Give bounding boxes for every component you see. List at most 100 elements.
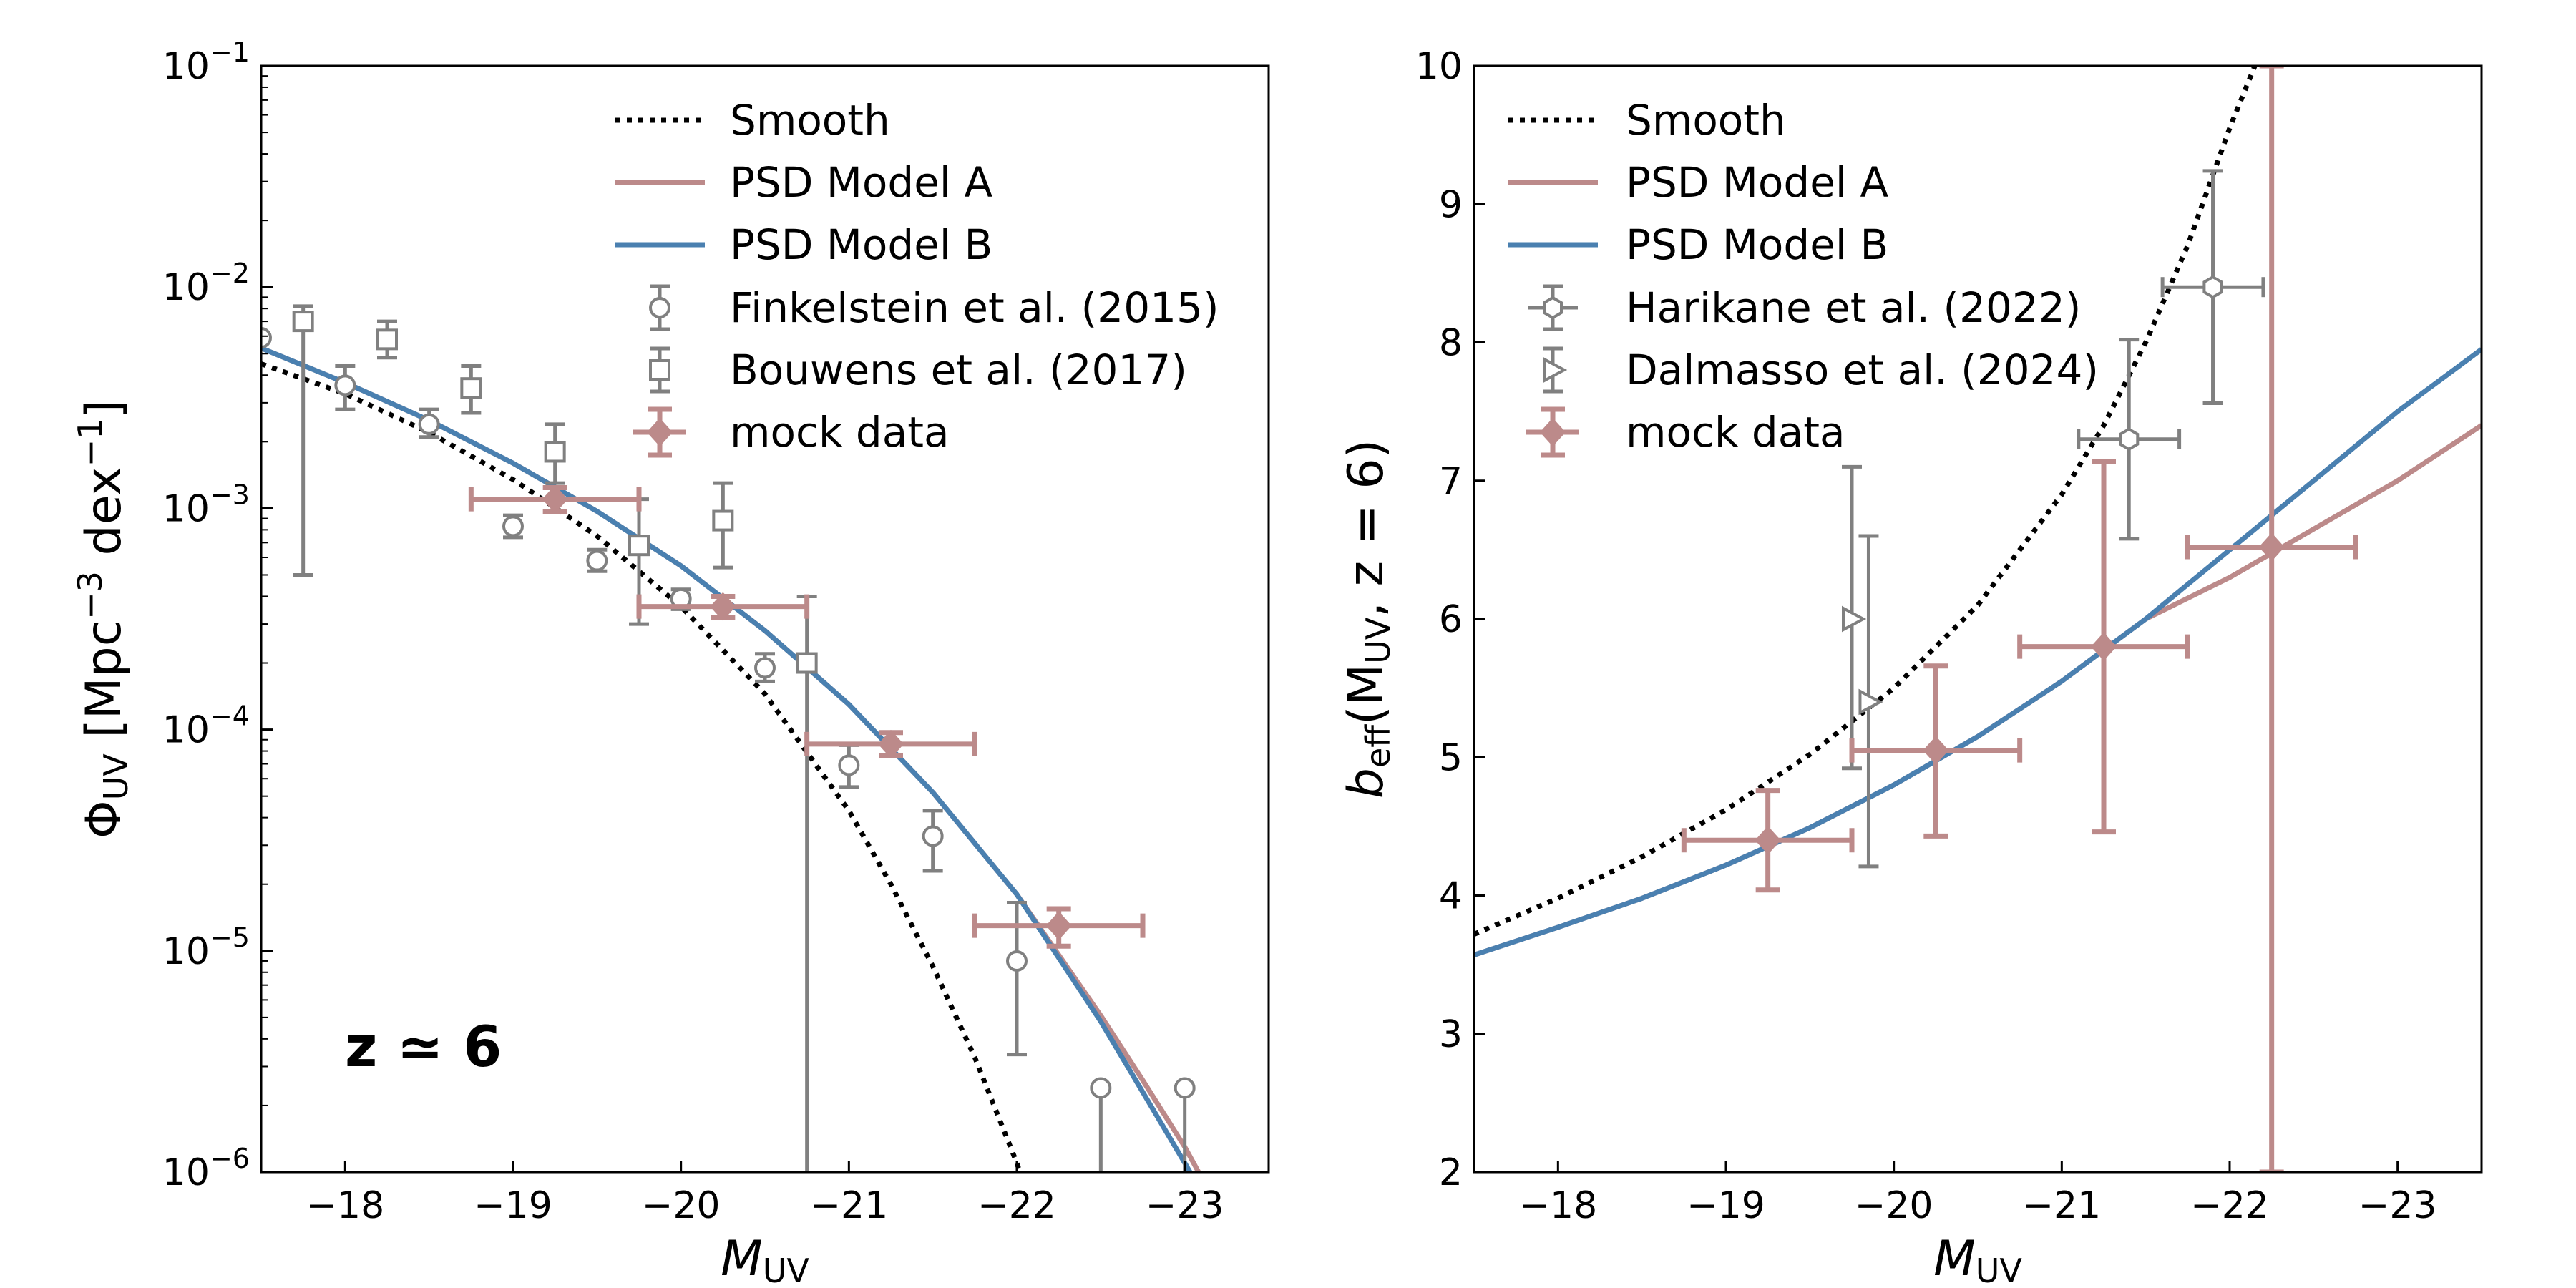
x-tick-label: −21 — [809, 1184, 888, 1227]
x-tick-label: −18 — [306, 1184, 384, 1227]
legend-model-b-label-right: PSD Model B — [1626, 220, 1888, 269]
legend-mock-marker-right — [1526, 406, 1579, 458]
y-tick-exp: −3 — [210, 479, 250, 510]
y-tick-label: 4 — [1439, 875, 1463, 918]
square-marker — [544, 441, 566, 463]
left-plot-area — [261, 304, 1202, 1172]
square-data-point — [292, 304, 314, 577]
psd-model-a-curve — [261, 346, 1202, 1172]
y-tick-label: 2 — [1439, 1151, 1463, 1194]
y-tick-base: 10 — [162, 1151, 210, 1194]
right-y-axis-label: beff(MUV, z = 6) — [1338, 439, 1397, 799]
y-tick-exp: −6 — [210, 1143, 250, 1174]
circle-data-point — [754, 652, 776, 683]
y-tick-base: 10 — [162, 266, 210, 309]
redshift-annotation: z ≃ 6 — [345, 1015, 502, 1080]
legend-smooth-label-right: Smooth — [1626, 96, 1786, 145]
right-axes-frame — [1473, 64, 2483, 1174]
legend-finkelstein-label: Finkelstein et al. (2015) — [730, 283, 1219, 332]
y-tick-label: 9 — [1439, 183, 1463, 226]
y-tick-label: 10−2 — [162, 258, 250, 309]
diamond-marker — [542, 484, 568, 514]
left-legend: Smooth PSD Model A PSD Model B Finkelste… — [615, 96, 1219, 458]
diamond-data-point — [468, 484, 642, 514]
circle-marker — [334, 374, 356, 396]
y-tick-label: 7 — [1439, 460, 1463, 503]
legend-finkelstein-marker — [649, 284, 670, 331]
diamond-data-point — [972, 906, 1146, 949]
circle-data-point — [922, 809, 944, 873]
left-x-axis-label: MUV — [721, 1231, 809, 1288]
circle-marker — [754, 657, 776, 679]
x-tick-label: −19 — [474, 1184, 552, 1227]
diamond-data-point — [636, 592, 810, 621]
diamond-marker — [1755, 826, 1781, 855]
square-marker — [796, 652, 818, 674]
diamond-marker — [2091, 632, 2117, 661]
diamond-marker — [1045, 911, 1072, 940]
y-tick-label: 10 — [1415, 45, 1463, 88]
circle-data-point — [586, 547, 608, 573]
circle-marker — [586, 550, 608, 572]
diamond-marker — [878, 729, 904, 758]
left-axes-frame — [260, 64, 1270, 1174]
circle-data-point — [1090, 1077, 1112, 1172]
triangle-marker — [1842, 605, 1867, 633]
diamond-data-point — [2017, 459, 2190, 835]
legend-mock-label-right: mock data — [1626, 408, 1845, 457]
smooth-curve — [261, 361, 1023, 1172]
legend-mock-marker — [633, 406, 686, 458]
circle-marker — [1174, 1077, 1196, 1099]
psd-model-a-curve — [1474, 423, 2482, 957]
legend-smooth-label: Smooth — [730, 96, 890, 145]
x-tick-label: −20 — [1855, 1184, 1933, 1227]
legend-model-a-label-right: PSD Model A — [1626, 158, 1888, 207]
circle-marker — [838, 754, 860, 776]
triangle-marker — [1858, 688, 1883, 716]
circle-data-point — [418, 407, 440, 439]
legend-bouwens-label: Bouwens et al. (2017) — [730, 346, 1187, 394]
y-tick-base: 10 — [162, 45, 210, 88]
circle-marker — [261, 327, 272, 349]
y-tick-label: 10−3 — [162, 479, 250, 530]
circle-data-point — [838, 743, 860, 789]
circle-marker — [1006, 950, 1028, 972]
y-tick-label: 10−6 — [162, 1143, 250, 1194]
right-panel: −18 −19 −20 −21 −22 −23 2 3 4 5 6 7 8 9 10 MUV beff(M… — [1338, 45, 2483, 1288]
legend-dalmasso-marker — [1543, 346, 1568, 394]
psd-model-b-curve — [261, 346, 1194, 1172]
right-plot-area — [1474, 66, 2482, 1172]
y-tick-exp: −5 — [210, 922, 250, 953]
y-tick-label: 3 — [1439, 1013, 1463, 1056]
hexagon-marker — [2119, 427, 2140, 452]
circle-data-point — [1174, 1077, 1196, 1172]
triangle-right-data-point — [1858, 534, 1883, 869]
square-marker — [712, 509, 734, 532]
diamond-data-point — [1849, 663, 2023, 839]
diamond-data-point — [804, 729, 977, 758]
circle-data-point — [261, 327, 272, 349]
circle-data-point — [502, 513, 524, 540]
left-y-axis-label: ΦUV [Mpc−3 dex−1] — [71, 399, 135, 839]
legend-model-b-label: PSD Model B — [730, 220, 992, 269]
y-tick-label: 10−1 — [162, 36, 250, 88]
square-marker — [460, 377, 482, 399]
circle-data-point — [334, 364, 356, 411]
square-data-point — [460, 364, 482, 415]
diamond-marker — [1923, 736, 1949, 765]
plot-series-group — [261, 304, 1202, 1172]
y-tick-label: 10−5 — [162, 922, 250, 973]
x-tick-label: −21 — [2022, 1184, 2101, 1227]
square-data-point — [376, 319, 398, 360]
x-tick-label: −22 — [977, 1184, 1056, 1227]
y-tick-exp: −4 — [210, 701, 250, 732]
circle-marker — [1090, 1077, 1112, 1099]
diamond-data-point — [1681, 788, 1855, 893]
right-x-ticks: −18 −19 −20 −21 −22 −23 — [1518, 1161, 2437, 1227]
diamond-marker — [710, 592, 736, 621]
right-x-axis-label: MUV — [1933, 1231, 2022, 1288]
y-tick-label: 6 — [1439, 598, 1463, 641]
y-tick-label: 10−4 — [162, 701, 250, 752]
left-panel: −18 −19 −20 −21 −22 −23 10−110−210−310−410−51… — [71, 36, 1270, 1288]
legend-dalmasso-label: Dalmasso et al. (2024) — [1626, 346, 2099, 394]
